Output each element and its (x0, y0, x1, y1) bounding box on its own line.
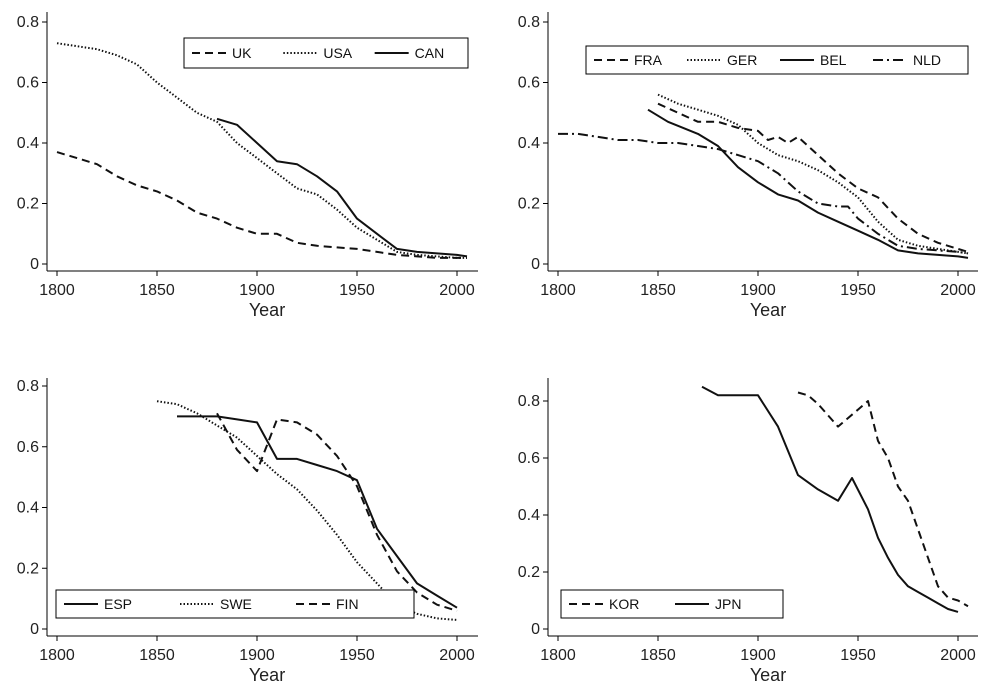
legend-label-uk: UK (232, 45, 252, 61)
y-tick-label: 0.8 (518, 14, 540, 31)
y-tick-label: 0.4 (518, 507, 540, 524)
legend-label-nld: NLD (913, 52, 941, 68)
y-tick-label: 0.2 (518, 196, 540, 213)
x-tick-label: 1800 (540, 282, 576, 299)
y-tick-label: 0.8 (518, 393, 540, 410)
legend-label-fra: FRA (634, 52, 663, 68)
x-tick-label: 2000 (940, 647, 976, 664)
legend-label-jpn: JPN (715, 596, 741, 612)
x-tick-label: 1950 (840, 647, 876, 664)
x-axis-title: Year (750, 300, 786, 320)
x-tick-label: 1950 (339, 282, 375, 299)
x-tick-label: 1900 (740, 647, 776, 664)
y-tick-label: 0.4 (17, 500, 39, 517)
y-tick-label: 0 (531, 256, 540, 273)
x-tick-label: 1850 (640, 282, 676, 299)
series-line-fra (657, 102, 969, 253)
legend: FRA GER BEL NLD (585, 45, 969, 75)
legend-box (585, 45, 969, 75)
x-tick-label: 1900 (740, 282, 776, 299)
series-line-kor (797, 391, 969, 608)
series-line-fin (216, 412, 458, 612)
legend-label-usa: USA (323, 45, 352, 61)
legend-box (560, 589, 784, 619)
y-tick-label: 0.4 (518, 135, 540, 152)
legend-box (55, 589, 415, 619)
legend-label-fin: FIN (336, 596, 359, 612)
x-tick-label: 1800 (39, 647, 75, 664)
y-tick-label: 0.2 (17, 560, 39, 577)
legend-label-esp: ESP (104, 596, 132, 612)
y-tick-label: 0.8 (17, 14, 39, 31)
x-tick-label: 1850 (640, 647, 676, 664)
y-tick-label: 0 (30, 256, 39, 273)
y-tick-label: 0 (531, 621, 540, 638)
series-line-bel (647, 108, 969, 259)
legend: UK USA CAN (183, 37, 469, 69)
series-line-can (216, 117, 468, 258)
x-tick-label: 1800 (540, 647, 576, 664)
x-tick-label: 1900 (239, 282, 275, 299)
series-line-nld (558, 132, 969, 255)
x-tick-label: 2000 (439, 282, 475, 299)
x-axis-title: Year (249, 665, 285, 685)
series-line-usa (56, 42, 467, 259)
legend-label-swe: SWE (220, 596, 252, 612)
x-tick-label: 2000 (439, 647, 475, 664)
x-tick-label: 1950 (840, 282, 876, 299)
y-tick-label: 0.8 (17, 378, 39, 395)
series-line-jpn (701, 385, 959, 613)
chart-panel-bottom-right: 0 0.2 0.4 0.6 0.8 1800 1850 1900 1950 2000 Year KOR… (518, 378, 978, 685)
y-tick-label: 0.6 (518, 75, 540, 92)
x-tick-label: 1950 (339, 647, 375, 664)
legend-label-kor: KOR (609, 596, 639, 612)
legend: KOR JPN (560, 589, 784, 619)
y-tick-label: 0.2 (518, 564, 540, 581)
x-tick-label: 1850 (139, 647, 175, 664)
y-tick-label: 0.6 (17, 439, 39, 456)
y-tick-label: 0.4 (17, 135, 39, 152)
chart-panel-bottom-left: 0 0.2 0.4 0.6 0.8 1800 1850 1900 1950 2000 Year ESP… (17, 378, 478, 685)
x-tick-label: 1800 (39, 282, 75, 299)
legend: ESP SWE FIN (55, 589, 415, 619)
y-tick-label: 0.6 (518, 450, 540, 467)
legend-label-ger: GER (727, 52, 757, 68)
y-tick-label: 0.2 (17, 196, 39, 213)
y-tick-label: 0.6 (17, 75, 39, 92)
legend-box (183, 37, 469, 69)
x-axis-title: Year (750, 665, 786, 685)
series-line-ger (657, 93, 969, 255)
series-line-esp (177, 415, 458, 609)
legend-label-bel: BEL (820, 52, 847, 68)
x-tick-label: 1850 (139, 282, 175, 299)
legend-label-can: CAN (415, 45, 445, 61)
chart-panel-top-right: 0 0.2 0.4 0.6 0.8 1800 1850 1900 1950 2000 Year FRA… (518, 12, 978, 320)
y-tick-label: 0 (30, 621, 39, 638)
x-tick-label: 2000 (940, 282, 976, 299)
x-tick-label: 1900 (239, 647, 275, 664)
series-line-swe (156, 400, 458, 621)
series-line-uk (56, 151, 467, 259)
x-axis-title: Year (249, 300, 285, 320)
